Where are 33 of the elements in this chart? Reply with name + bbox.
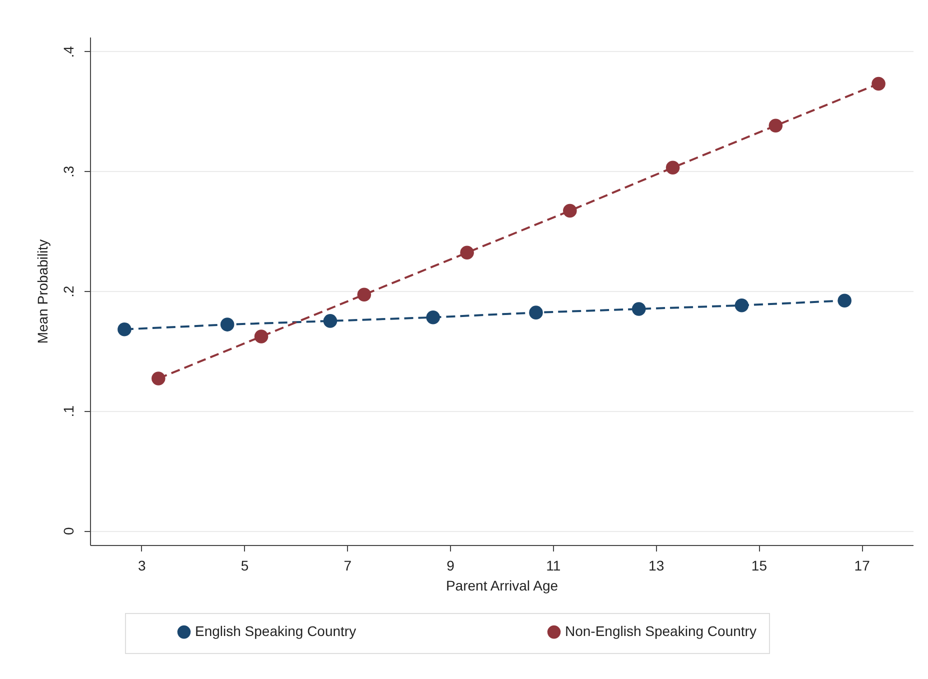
legend-label: English Speaking Country: [195, 623, 356, 640]
point: [254, 330, 268, 344]
x-tick-label: 15: [751, 558, 768, 574]
point: [838, 294, 852, 308]
x-tick-label: 17: [854, 558, 870, 574]
y-axis-title: Mean Probability: [34, 239, 50, 344]
x-tick-label: 11: [546, 558, 561, 574]
x-axis-title: Parent Arrival Age: [446, 578, 558, 594]
point: [118, 322, 132, 336]
x-tick-label: 7: [344, 558, 352, 574]
point: [460, 246, 474, 260]
y-tick-label: 0: [60, 527, 76, 536]
point: [529, 306, 543, 320]
point: [426, 310, 440, 324]
point: [220, 318, 234, 332]
x-tick-label: 13: [648, 558, 664, 574]
x-tick-label: 9: [446, 558, 455, 574]
x-tick-label: 3: [138, 558, 146, 574]
y-tick-label: .1: [60, 405, 76, 418]
point: [768, 118, 783, 133]
point: [563, 204, 577, 218]
point: [323, 314, 338, 328]
point: [632, 302, 646, 316]
point: [734, 298, 749, 312]
point: [872, 76, 886, 91]
x-tick-label: 5: [240, 558, 249, 574]
point: [357, 288, 372, 302]
point: [152, 372, 166, 386]
legend-label: Non-English Speaking Country: [565, 623, 756, 640]
y-tick-label: .2: [60, 285, 76, 298]
point: [666, 160, 680, 174]
y-tick-label: .4: [60, 46, 76, 58]
y-tick-label: .3: [60, 166, 76, 178]
